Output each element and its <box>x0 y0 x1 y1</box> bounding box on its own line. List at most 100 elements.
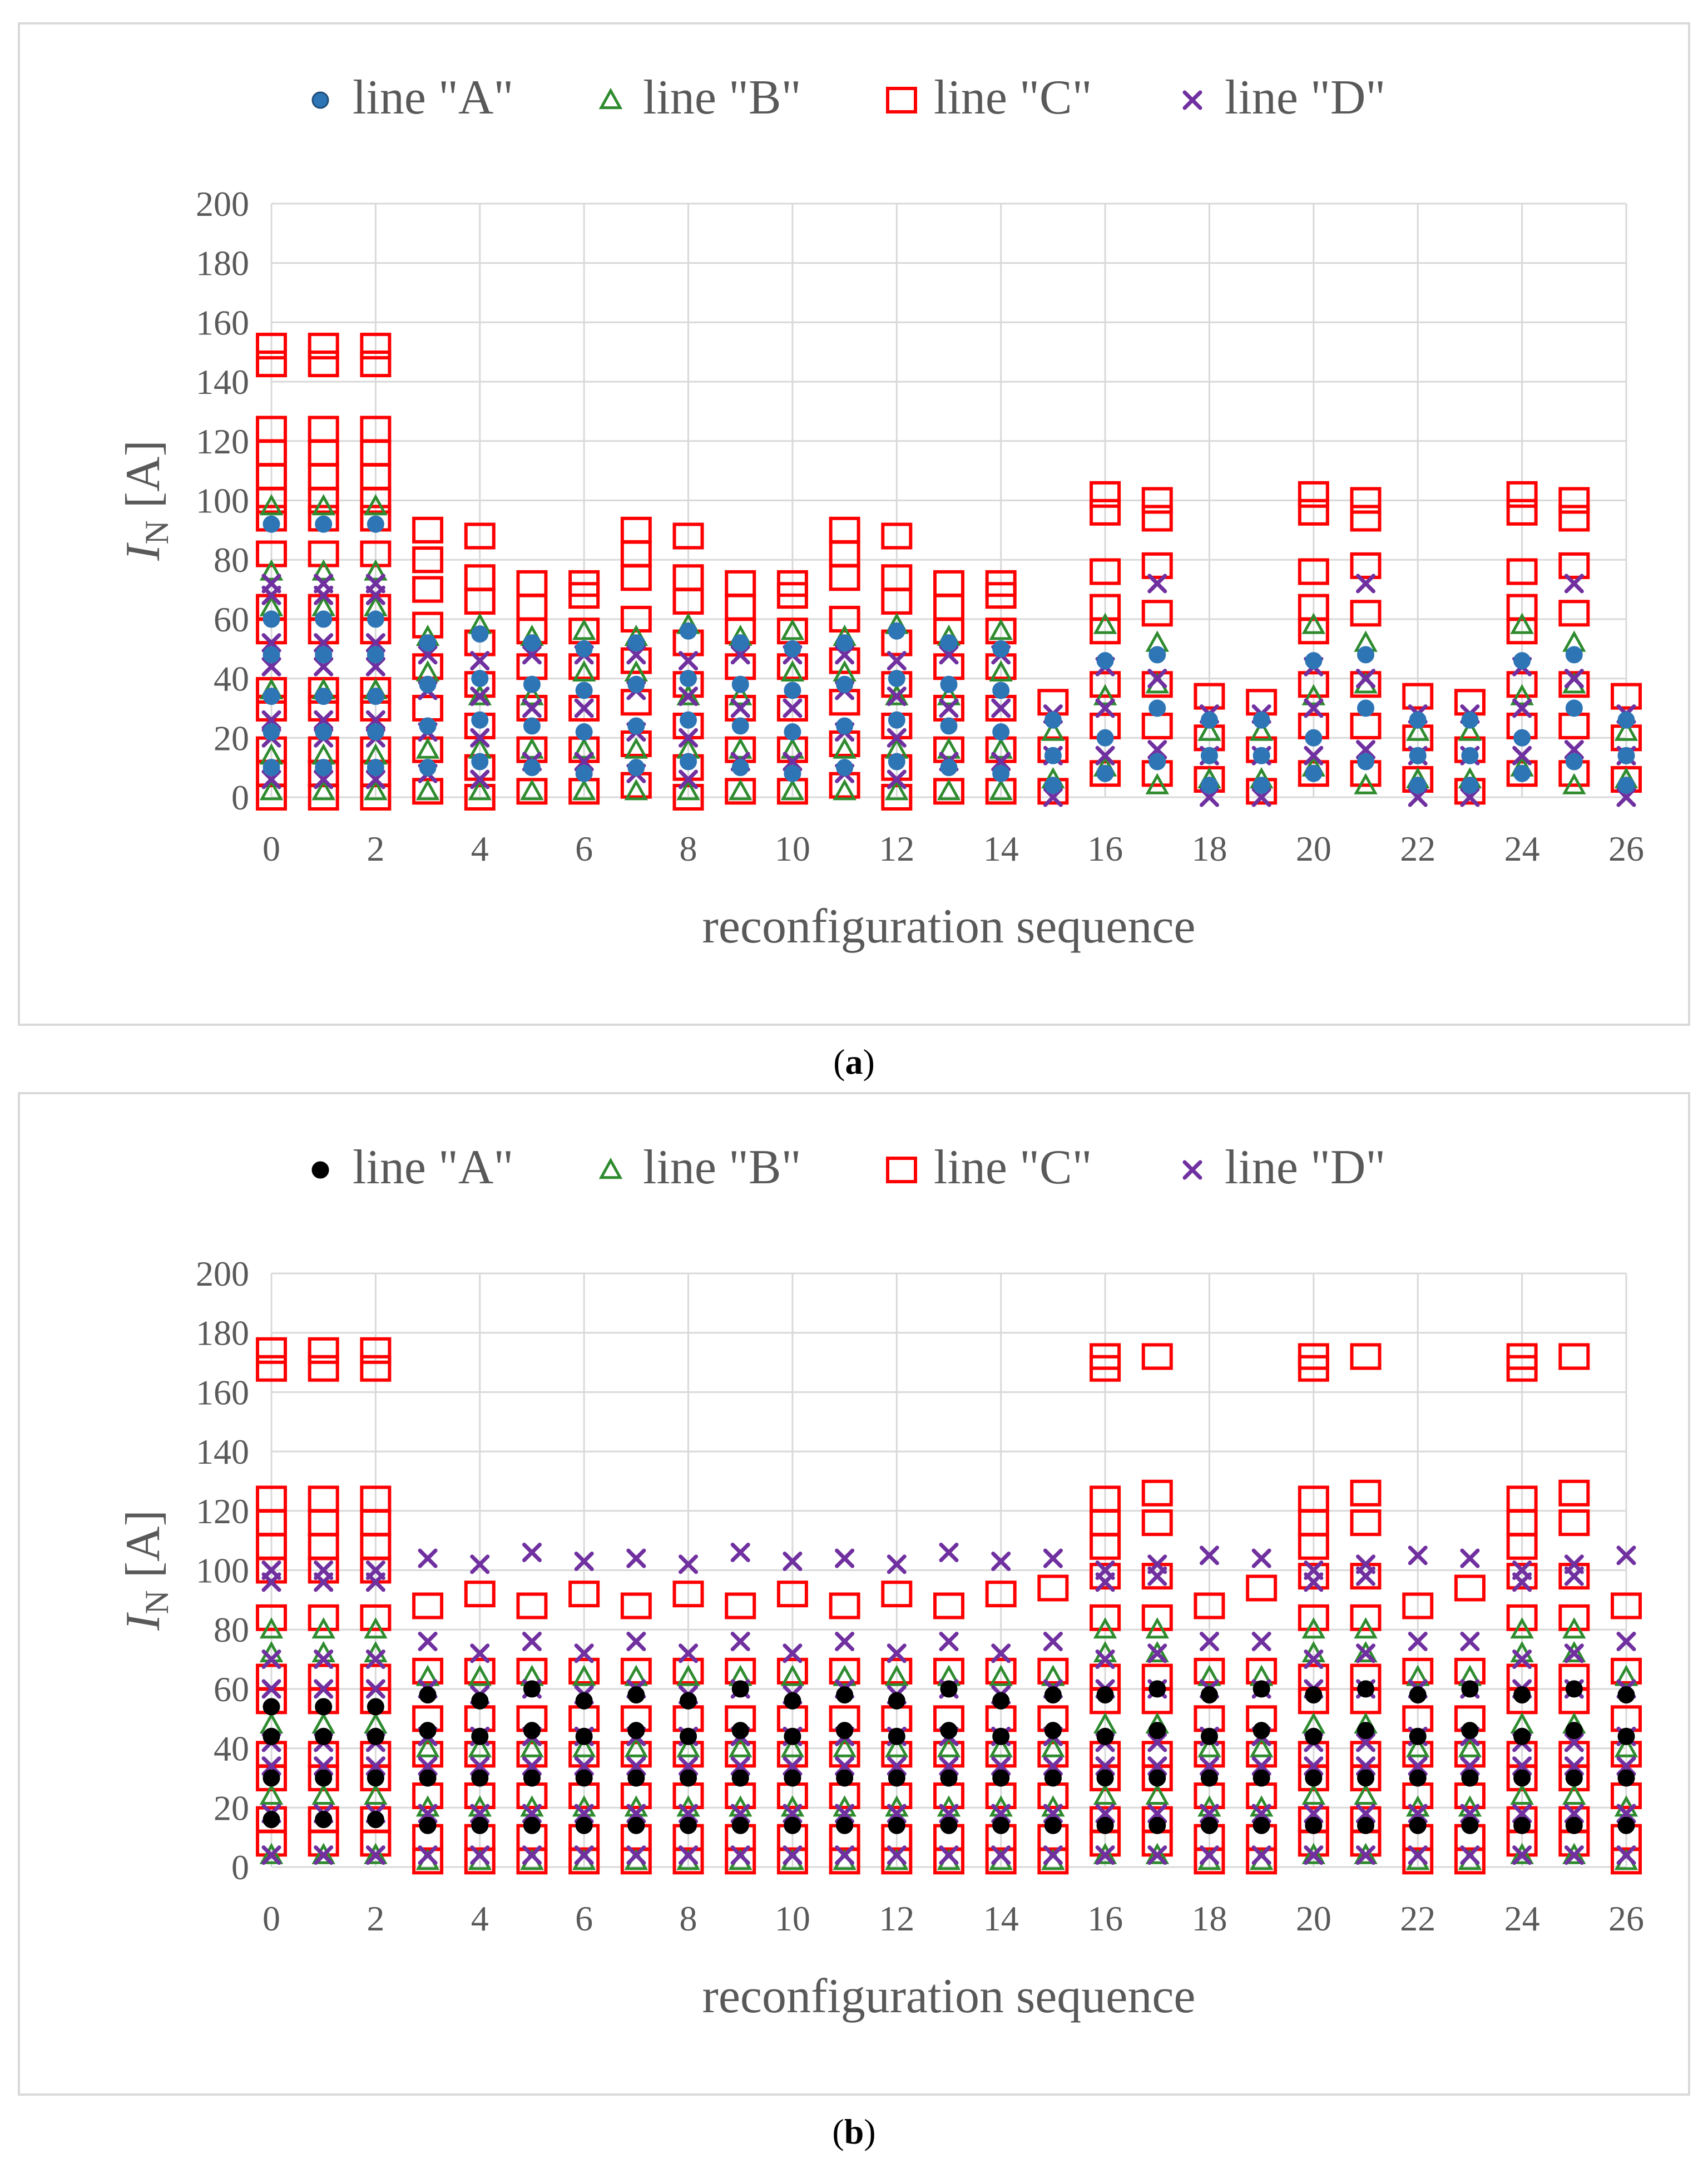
point-triangle <box>259 1617 284 1639</box>
point-circle <box>315 646 333 664</box>
legend-marker-triangle <box>598 87 623 110</box>
point-square <box>256 487 287 514</box>
point-square <box>1298 760 1329 787</box>
point-square <box>1506 1355 1538 1382</box>
point-circle <box>471 670 489 688</box>
point-cross <box>1356 574 1376 594</box>
point-triangle <box>1041 1665 1065 1686</box>
point-triangle <box>989 1736 1013 1757</box>
x-tick-label: 20 <box>1296 829 1331 868</box>
point-cross <box>365 1845 385 1865</box>
point-triangle <box>520 779 544 801</box>
point-triangle <box>676 1665 700 1686</box>
point-cross <box>1460 1845 1480 1865</box>
point-circle <box>627 1686 645 1704</box>
point-cross <box>835 1632 855 1652</box>
point-cross <box>1408 1845 1428 1865</box>
point-square <box>829 605 860 633</box>
point-square <box>1298 618 1329 645</box>
x-tick-label: 26 <box>1608 829 1644 868</box>
point-circle <box>1409 747 1427 764</box>
point-square <box>829 516 860 544</box>
point-circle <box>1565 1722 1583 1740</box>
point-square <box>620 564 652 591</box>
point-circle <box>627 675 645 693</box>
point-square <box>1090 558 1121 585</box>
point-cross <box>887 1845 907 1865</box>
point-circle <box>367 723 384 741</box>
point-square <box>1350 1741 1382 1768</box>
point-triangle <box>1249 1736 1274 1757</box>
point-square <box>933 1657 964 1685</box>
point-square <box>1298 1355 1329 1382</box>
point-square <box>464 1581 496 1608</box>
point-square <box>620 516 652 544</box>
point-square <box>1037 1657 1069 1685</box>
point-square <box>829 772 860 799</box>
point-cross <box>1304 698 1324 718</box>
point-square <box>256 1355 287 1382</box>
point-triangle <box>728 684 752 705</box>
point-circle <box>367 646 384 664</box>
point-circle <box>940 675 958 693</box>
point-circle <box>627 759 645 777</box>
point-cross <box>730 698 750 718</box>
point-triangle <box>1458 719 1482 741</box>
point-square <box>308 439 339 467</box>
point-triangle <box>1354 773 1378 794</box>
caption-a-letter: a <box>845 1042 863 1081</box>
point-cross <box>574 698 594 718</box>
x-tick-label: 22 <box>1400 1899 1435 1938</box>
point-circle <box>367 515 384 533</box>
point-square <box>1350 505 1382 532</box>
point-triangle <box>1614 719 1638 741</box>
point-circle <box>940 1816 958 1834</box>
point-circle <box>1565 646 1583 664</box>
point-circle <box>940 1722 958 1740</box>
point-circle <box>1305 652 1323 670</box>
point-square <box>725 594 756 621</box>
point-triangle <box>1093 1843 1117 1864</box>
point-cross <box>679 1554 699 1574</box>
point-circle <box>575 1727 593 1745</box>
point-cross <box>1356 1566 1376 1586</box>
point-cross <box>314 1572 334 1592</box>
point-circle <box>731 1680 749 1698</box>
point-circle <box>263 723 280 741</box>
point-square <box>1037 1574 1069 1602</box>
point-cross <box>679 687 699 707</box>
point-square <box>620 1592 652 1619</box>
point-square <box>1506 558 1538 585</box>
point-triangle <box>1301 1843 1326 1864</box>
point-cross <box>522 698 542 718</box>
point-triangle <box>572 619 596 640</box>
point-cross <box>1564 1643 1584 1663</box>
point-cross <box>1043 1548 1063 1568</box>
data-points <box>256 1337 1642 1875</box>
x-tick-label: 4 <box>471 1899 489 1938</box>
point-cross <box>418 1632 438 1652</box>
point-square <box>412 653 444 680</box>
point-triangle <box>1562 1641 1586 1662</box>
point-cross <box>365 1679 385 1699</box>
y-tick-label: 100 <box>196 1551 249 1591</box>
point-square <box>360 540 392 567</box>
point-circle <box>523 1680 541 1698</box>
y-axis-title-unit: [A] <box>116 440 170 520</box>
point-circle <box>523 1816 541 1834</box>
point-circle <box>784 1816 801 1834</box>
point-cross <box>1251 1632 1271 1652</box>
point-square <box>1350 1509 1382 1537</box>
point-square <box>256 540 287 567</box>
point-circle <box>471 1769 489 1787</box>
point-square <box>1558 1741 1590 1768</box>
point-square <box>620 540 652 567</box>
point-circle <box>1357 1816 1375 1834</box>
point-square <box>308 333 339 360</box>
x-tick-label: 14 <box>983 829 1019 868</box>
legend-item: line "A" <box>311 1140 513 1194</box>
y-axis-title: IN [A] <box>116 440 175 561</box>
point-cross <box>470 651 490 671</box>
point-triangle <box>311 1783 335 1805</box>
caption-b: (b) <box>832 2112 876 2151</box>
